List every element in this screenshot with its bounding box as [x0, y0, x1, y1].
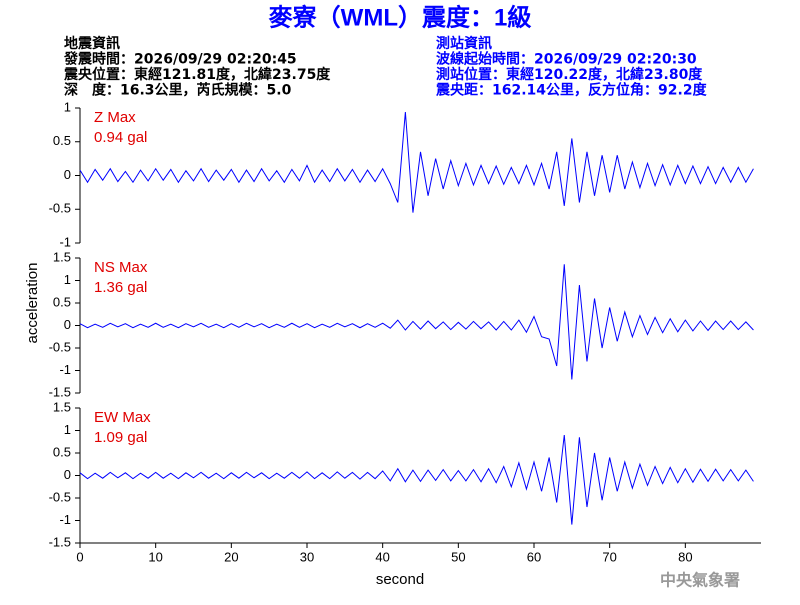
y-tick-label: 1	[64, 99, 71, 114]
y-tick-label: -1	[59, 512, 71, 527]
max-annotation: EW Max	[94, 409, 151, 426]
y-tick-label: -0.5	[49, 339, 71, 354]
x-tick-label: 50	[451, 549, 465, 564]
station-info: 震央距：162.14公里，反方位角：92.2度	[435, 82, 708, 99]
earthquake-info: 震央位置：東經121.81度，北緯23.75度	[63, 66, 331, 83]
y-tick-label: 0	[64, 167, 71, 182]
chart-title: 麥寮（WML）震度：1級	[268, 3, 532, 31]
y-tick-label: 1	[64, 272, 71, 287]
y-tick-label: 1.5	[53, 249, 71, 264]
y-tick-label: 0.5	[53, 133, 71, 148]
station-info: 測站資訊	[436, 35, 492, 52]
y-tick-label: -1.5	[49, 384, 71, 399]
waveform	[79, 434, 754, 525]
x-axis-label: second	[376, 571, 424, 588]
max-annotation: 1.09 gal	[94, 429, 147, 446]
earthquake-info: 發震時間：2026/09/29 02:20:45	[63, 51, 297, 68]
x-tick-label: 30	[300, 549, 314, 564]
x-tick-label: 60	[527, 549, 541, 564]
y-tick-label: -1.5	[49, 534, 71, 549]
x-tick-label: 0	[76, 549, 83, 564]
max-annotation: NS Max	[94, 259, 148, 276]
waveform	[79, 264, 754, 380]
station-info: 測站位置：東經120.22度，北緯23.80度	[436, 66, 703, 83]
y-tick-label: 0.5	[53, 294, 71, 309]
max-annotation: Z Max	[94, 109, 136, 126]
y-tick-label: -1	[59, 234, 71, 249]
y-tick-label: 0.5	[53, 444, 71, 459]
x-tick-label: 70	[602, 549, 616, 564]
x-tick-label: 20	[224, 549, 238, 564]
y-tick-label: -0.5	[49, 201, 71, 216]
max-annotation: 1.36 gal	[94, 279, 147, 296]
y-tick-label: 0	[64, 317, 71, 332]
station-info: 波線起始時間：2026/09/29 02:20:30	[436, 51, 697, 68]
y-axis-label: acceleration	[24, 263, 41, 344]
max-annotation: 0.94 gal	[94, 129, 147, 146]
waveform	[79, 112, 754, 213]
y-tick-label: 1.5	[53, 399, 71, 414]
y-tick-label: -1	[59, 362, 71, 377]
earthquake-info: 地震資訊	[64, 35, 120, 52]
y-tick-label: -0.5	[49, 489, 71, 504]
earthquake-info: 深 度：16.3公里，芮氏規模：5.0	[64, 82, 292, 99]
y-tick-label: 0	[64, 467, 71, 482]
x-tick-label: 40	[375, 549, 389, 564]
x-tick-label: 10	[148, 549, 162, 564]
y-tick-label: 1	[64, 422, 71, 437]
footer-mark: 中央氣象署	[660, 571, 740, 590]
x-tick-label: 80	[678, 549, 692, 564]
